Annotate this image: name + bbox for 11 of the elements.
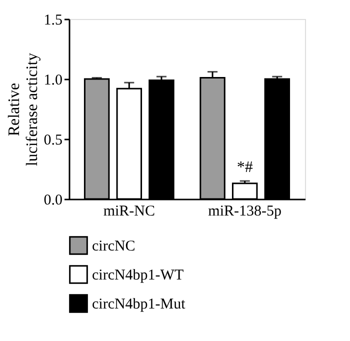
annotation: *# (236, 159, 253, 176)
y-axis-title: Relative luciferase acticity (6, 52, 41, 166)
y-tick-label: 1.5 (44, 12, 62, 28)
legend-label: circNC (92, 238, 136, 254)
x-tick-label: miR-138-5p (208, 204, 282, 220)
legend-label: circN4bp1-WT (92, 268, 184, 284)
y-tick-label: 0.0 (44, 192, 62, 208)
x-tick-label: miR-NC (103, 204, 155, 220)
y-tick-label: 1.0 (44, 72, 62, 88)
legend-label: circN4bp1-Mut (92, 296, 186, 312)
y-tick-label: 0.5 (44, 132, 62, 148)
